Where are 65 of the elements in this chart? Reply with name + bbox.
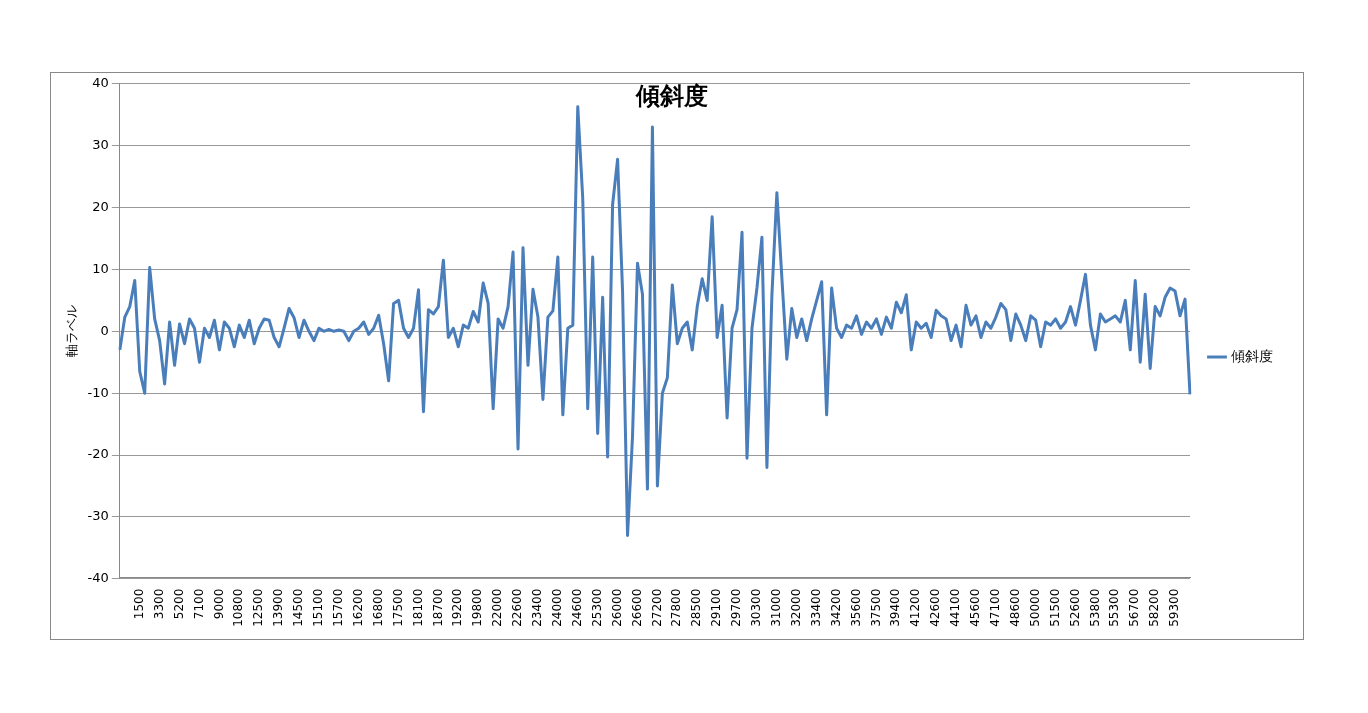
- y-tick-label: 40: [92, 75, 109, 91]
- x-tick-label: 16800: [370, 588, 385, 627]
- y-tick-label: 10: [92, 260, 109, 276]
- x-tick-label: 47100: [988, 588, 1002, 627]
- x-tick-label: 12500: [251, 588, 266, 627]
- x-tick-label: 22600: [510, 588, 525, 627]
- x-tick-label: 26600: [629, 588, 644, 627]
- x-tick-label: 35600: [848, 588, 863, 627]
- x-tick-label: 34200: [828, 588, 843, 627]
- y-axis-title: 軸ラベル: [64, 305, 80, 358]
- x-tick-label: 29100: [709, 588, 724, 627]
- x-tick-label: 13900: [271, 588, 286, 627]
- x-tick-label: 52600: [1067, 588, 1082, 627]
- x-tick-label: 32000: [788, 588, 803, 627]
- y-tick-label: -10: [87, 384, 109, 400]
- x-tick-label: 15700: [330, 588, 345, 627]
- x-tick-label: 28500: [689, 588, 704, 627]
- y-tick-label: -30: [87, 508, 109, 524]
- x-tick-label: 56700: [1127, 588, 1142, 627]
- x-tick-label: 18700: [430, 588, 445, 627]
- x-tick-label: 17500: [390, 588, 405, 627]
- x-tick-label: 39400: [888, 588, 903, 627]
- x-tick-label: 31000: [768, 588, 783, 627]
- x-tick-label: 53800: [1087, 588, 1102, 627]
- x-tick-label: 42600: [928, 588, 943, 627]
- y-tick-label: -20: [87, 446, 109, 462]
- x-tick-label: 41200: [908, 588, 923, 627]
- y-tick-label: -40: [87, 570, 109, 586]
- x-tick-label: 16200: [350, 588, 365, 627]
- x-tick-label: 18100: [410, 588, 425, 627]
- x-tick-label: 1500: [131, 588, 146, 620]
- y-tick-label: 30: [92, 137, 109, 153]
- x-tick-label: 10800: [231, 588, 246, 627]
- x-tick-label: 37500: [868, 588, 883, 627]
- x-tick-label: 59300: [1167, 588, 1182, 627]
- x-tick-label: 7100: [191, 588, 206, 620]
- x-tick-label: 25300: [589, 588, 604, 627]
- x-tick-label: 44100: [948, 588, 963, 627]
- x-tick-label: 23400: [530, 588, 545, 627]
- x-tick-label: 30300: [749, 588, 764, 627]
- x-tick-label: 51500: [1047, 588, 1062, 627]
- x-tick-label: 24000: [549, 588, 564, 627]
- x-tick-label: 45600: [968, 588, 983, 627]
- x-tick-label: 9000: [211, 588, 226, 620]
- chart-title: 傾斜度: [635, 82, 708, 111]
- y-tick-label: 0: [100, 322, 109, 338]
- legend-label: 傾斜度: [1231, 347, 1273, 364]
- x-tick-label: 29700: [729, 588, 744, 627]
- x-tick-label: 27800: [669, 588, 684, 627]
- y-tick-label: 20: [92, 198, 109, 214]
- x-tick-label: 26000: [609, 588, 624, 627]
- x-tick-label: 48600: [1007, 588, 1022, 627]
- x-tick-label: 15100: [311, 588, 326, 627]
- x-tick-label: 55300: [1107, 588, 1122, 627]
- x-tick-label: 33400: [808, 588, 823, 627]
- x-tick-label: 19200: [450, 588, 465, 627]
- x-tick-label: 22000: [490, 588, 505, 627]
- x-tick-label: 24600: [569, 588, 584, 627]
- x-tick-label: 58200: [1147, 588, 1162, 627]
- x-tick-label: 3300: [151, 588, 166, 620]
- x-tick-label: 19800: [470, 588, 485, 627]
- x-tick-label: 27200: [649, 588, 664, 627]
- x-tick-label: 14500: [291, 588, 306, 627]
- x-tick-label: 50000: [1027, 588, 1042, 627]
- x-tick-label: 5200: [171, 588, 186, 620]
